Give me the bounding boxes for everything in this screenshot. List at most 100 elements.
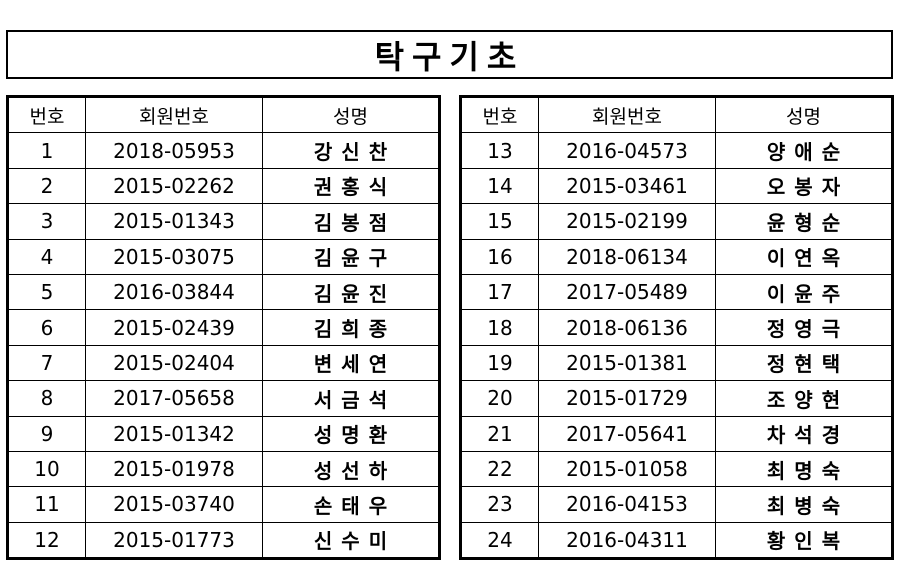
table-row: 19 2015-01381 정현택 xyxy=(460,344,893,382)
table-row: 3 2015-01343 김봉점 xyxy=(7,203,440,240)
table-row: 23 2016-04153 최병숙 xyxy=(460,486,893,523)
cell-member-id: 2015-01773 xyxy=(85,521,263,560)
table-row: 15 2015-02199 윤형순 xyxy=(460,203,893,240)
cell-no: 18 xyxy=(460,309,539,346)
table-row: 24 2016-04311 황인복 xyxy=(460,521,893,560)
cell-no: 24 xyxy=(460,521,539,560)
cell-no: 17 xyxy=(460,273,539,311)
cell-name: 정현택 xyxy=(715,344,893,382)
table-row: 1 2018-05953 강신찬 xyxy=(7,132,440,169)
header-name: 성명 xyxy=(715,95,893,134)
cell-member-id: 2015-03740 xyxy=(85,486,263,523)
cell-name: 이연옥 xyxy=(715,238,893,275)
cell-member-id: 2016-04573 xyxy=(538,132,716,169)
cell-no: 1 xyxy=(7,132,86,169)
cell-no: 10 xyxy=(7,450,86,488)
cell-name: 최병숙 xyxy=(715,486,893,523)
cell-name: 양애순 xyxy=(715,132,893,169)
table-row: 2 2015-02262 권홍식 xyxy=(7,167,440,205)
cell-name: 손태우 xyxy=(262,486,440,523)
table-row: 13 2016-04573 양애순 xyxy=(460,132,893,169)
header-row: 번호 회원번호 성명 xyxy=(460,95,893,134)
cell-no: 11 xyxy=(7,486,86,523)
cell-member-id: 2015-01343 xyxy=(85,203,263,240)
cell-no: 22 xyxy=(460,450,539,488)
cell-no: 6 xyxy=(7,309,86,346)
cell-member-id: 2016-03844 xyxy=(85,273,263,311)
cell-member-id: 2015-01381 xyxy=(538,344,716,382)
cell-name: 김윤진 xyxy=(262,273,440,311)
cell-name: 오봉자 xyxy=(715,167,893,205)
cell-no: 16 xyxy=(460,238,539,275)
cell-no: 2 xyxy=(7,167,86,205)
cell-member-id: 2015-01058 xyxy=(538,450,716,488)
header-no: 번호 xyxy=(460,95,539,134)
cell-name: 김봉점 xyxy=(262,203,440,240)
title-box: 탁구기초 xyxy=(6,30,893,79)
cell-no: 7 xyxy=(7,344,86,382)
table-row: 7 2015-02404 변세연 xyxy=(7,344,440,382)
cell-name: 정영극 xyxy=(715,309,893,346)
cell-name: 김희종 xyxy=(262,309,440,346)
member-table-right: 번호 회원번호 성명 13 2016-04573 양애순 14 2015-03461 오봉… xyxy=(459,95,894,561)
header-name: 성명 xyxy=(262,95,440,134)
cell-no: 13 xyxy=(460,132,539,169)
cell-name: 신수미 xyxy=(262,521,440,560)
table-row: 6 2015-02439 김희종 xyxy=(7,309,440,346)
header-member-id: 회원번호 xyxy=(538,95,716,134)
table-row: 20 2015-01729 조양현 xyxy=(460,380,893,417)
header-no: 번호 xyxy=(7,95,86,134)
cell-no: 8 xyxy=(7,380,86,417)
cell-name: 차석경 xyxy=(715,415,893,452)
cell-name: 조양현 xyxy=(715,380,893,417)
table-row: 4 2015-03075 김윤구 xyxy=(7,238,440,275)
cell-member-id: 2017-05641 xyxy=(538,415,716,452)
cell-no: 9 xyxy=(7,415,86,452)
table-row: 22 2015-01058 최명숙 xyxy=(460,450,893,488)
cell-no: 20 xyxy=(460,380,539,417)
cell-no: 3 xyxy=(7,203,86,240)
table-row: 5 2016-03844 김윤진 xyxy=(7,273,440,311)
member-table-left: 번호 회원번호 성명 1 2018-05953 강신찬 2 2015-02262 권홍식 3… xyxy=(6,95,441,561)
cell-member-id: 2016-04311 xyxy=(538,521,716,560)
cell-name: 윤형순 xyxy=(715,203,893,240)
table-row: 12 2015-01773 신수미 xyxy=(7,521,440,560)
table-row: 14 2015-03461 오봉자 xyxy=(460,167,893,205)
cell-member-id: 2015-01978 xyxy=(85,450,263,488)
table-row: 17 2017-05489 이윤주 xyxy=(460,273,893,311)
cell-no: 14 xyxy=(460,167,539,205)
cell-name: 황인복 xyxy=(715,521,893,560)
cell-member-id: 2015-02262 xyxy=(85,167,263,205)
cell-member-id: 2016-04153 xyxy=(538,486,716,523)
cell-name: 김윤구 xyxy=(262,238,440,275)
cell-member-id: 2015-01729 xyxy=(538,380,716,417)
cell-name: 강신찬 xyxy=(262,132,440,169)
cell-member-id: 2015-02439 xyxy=(85,309,263,346)
cell-no: 12 xyxy=(7,521,86,560)
cell-member-id: 2018-06136 xyxy=(538,309,716,346)
header-member-id: 회원번호 xyxy=(85,95,263,134)
table-row: 21 2017-05641 차석경 xyxy=(460,415,893,452)
cell-name: 이윤주 xyxy=(715,273,893,311)
table-row: 18 2018-06136 정영극 xyxy=(460,309,893,346)
table-row: 16 2018-06134 이연옥 xyxy=(460,238,893,275)
cell-name: 성선하 xyxy=(262,450,440,488)
cell-name: 권홍식 xyxy=(262,167,440,205)
cell-name: 최명숙 xyxy=(715,450,893,488)
cell-member-id: 2018-06134 xyxy=(538,238,716,275)
cell-name: 서금석 xyxy=(262,380,440,417)
table-row: 9 2015-01342 성명환 xyxy=(7,415,440,452)
cell-no: 23 xyxy=(460,486,539,523)
cell-member-id: 2015-02404 xyxy=(85,344,263,382)
cell-member-id: 2017-05658 xyxy=(85,380,263,417)
table-row: 8 2017-05658 서금석 xyxy=(7,380,440,417)
cell-member-id: 2015-03461 xyxy=(538,167,716,205)
cell-name: 변세연 xyxy=(262,344,440,382)
cell-no: 15 xyxy=(460,203,539,240)
table-row: 11 2015-03740 손태우 xyxy=(7,486,440,523)
header-row: 번호 회원번호 성명 xyxy=(7,95,440,134)
table-row: 10 2015-01978 성선하 xyxy=(7,450,440,488)
page-title: 탁구기초 xyxy=(374,37,525,76)
cell-member-id: 2018-05953 xyxy=(85,132,263,169)
cell-member-id: 2015-02199 xyxy=(538,203,716,240)
